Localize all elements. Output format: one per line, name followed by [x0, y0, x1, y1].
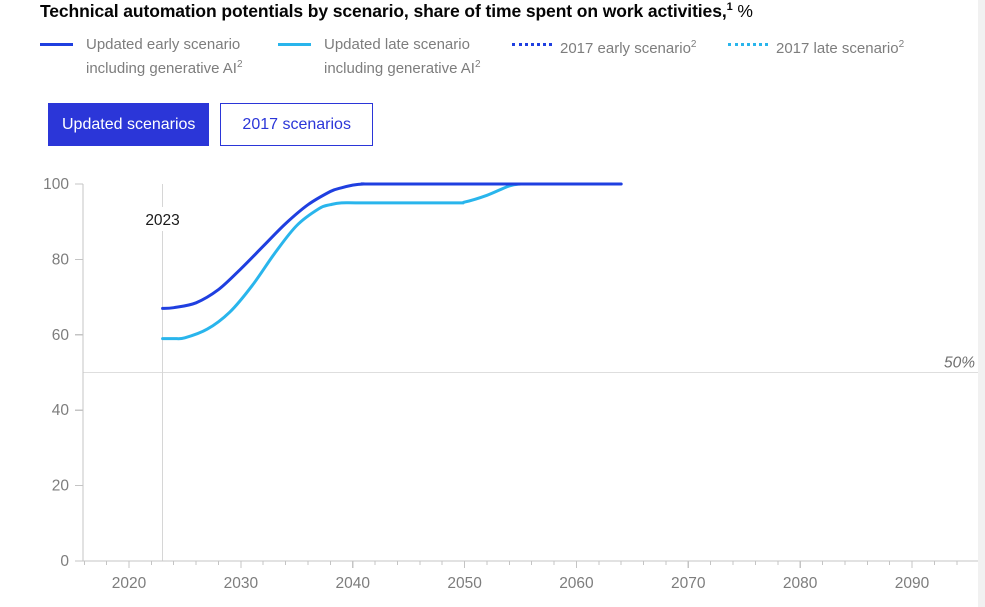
x-tick-label: 2020: [112, 575, 147, 592]
2017-scenarios-button[interactable]: 2017 scenarios: [220, 103, 373, 146]
annotation-label: 2023: [145, 212, 179, 229]
x-tick-label: 2090: [895, 575, 930, 592]
annotation-2023: 2023: [139, 184, 186, 561]
title-text: Technical automation potentials by scena…: [40, 1, 727, 21]
y-tick-label: 20: [52, 478, 70, 495]
scrollbar-track[interactable]: [978, 0, 985, 607]
y-tick-label: 100: [43, 176, 69, 193]
x-tick-label: 2030: [224, 575, 259, 592]
x-tick-label: 2070: [671, 575, 706, 592]
legend-item-2017-early: 2017 early scenario2: [512, 35, 696, 59]
x-tick-label: 2040: [335, 575, 370, 592]
legend-label: Updated early scenario including generati…: [86, 36, 243, 77]
series-updated-late-line: [161, 182, 522, 341]
x-tick-label: 2060: [559, 575, 594, 592]
y-tick-label: 60: [52, 327, 70, 344]
y-tick-label: 80: [52, 251, 70, 268]
x-axis: 2020 2030 2040 2050 2060 2070 2080 2090: [83, 560, 978, 592]
reference-line-50: 50%: [83, 355, 978, 374]
dotted-line-blue-icon: [512, 43, 552, 46]
title-unit: %: [737, 1, 753, 21]
chart-area: 50% 2023 0 20 40 60 80 100 2020 2030 2040 2050 2060 2…: [0, 170, 985, 607]
page-title: Technical automation potentials by scena…: [40, 1, 753, 22]
solid-line-blue-icon: [40, 43, 73, 46]
x-tick-label: 2050: [447, 575, 482, 592]
reference-line-label: 50%: [944, 355, 975, 372]
y-axis: 0 20 40 60 80 100: [43, 176, 84, 570]
legend-label: 2017 early scenario2: [560, 39, 697, 57]
series-updated-early-line: [161, 182, 623, 310]
dotted-line-cyan-icon: [728, 43, 768, 46]
scenario-toggle: Updated scenarios 2017 scenarios: [48, 103, 373, 146]
legend-item-2017-late: 2017 late scenario2: [728, 35, 904, 59]
title-footnote-1: 1: [726, 1, 733, 14]
y-tick-label: 40: [52, 402, 70, 419]
legend-label: Updated late scenario including generativ…: [324, 36, 481, 77]
y-tick-label: 0: [60, 553, 69, 570]
legend-item-updated-late: Updated late scenario including generativ…: [278, 35, 481, 79]
legend-item-updated-early: Updated early scenario including generati…: [40, 35, 243, 79]
legend-label: 2017 late scenario2: [776, 39, 905, 57]
updated-scenarios-button[interactable]: Updated scenarios: [48, 103, 210, 146]
x-tick-label: 2080: [783, 575, 818, 592]
chart-legend: Updated early scenario including generati…: [0, 35, 985, 77]
solid-line-cyan-icon: [278, 43, 311, 46]
